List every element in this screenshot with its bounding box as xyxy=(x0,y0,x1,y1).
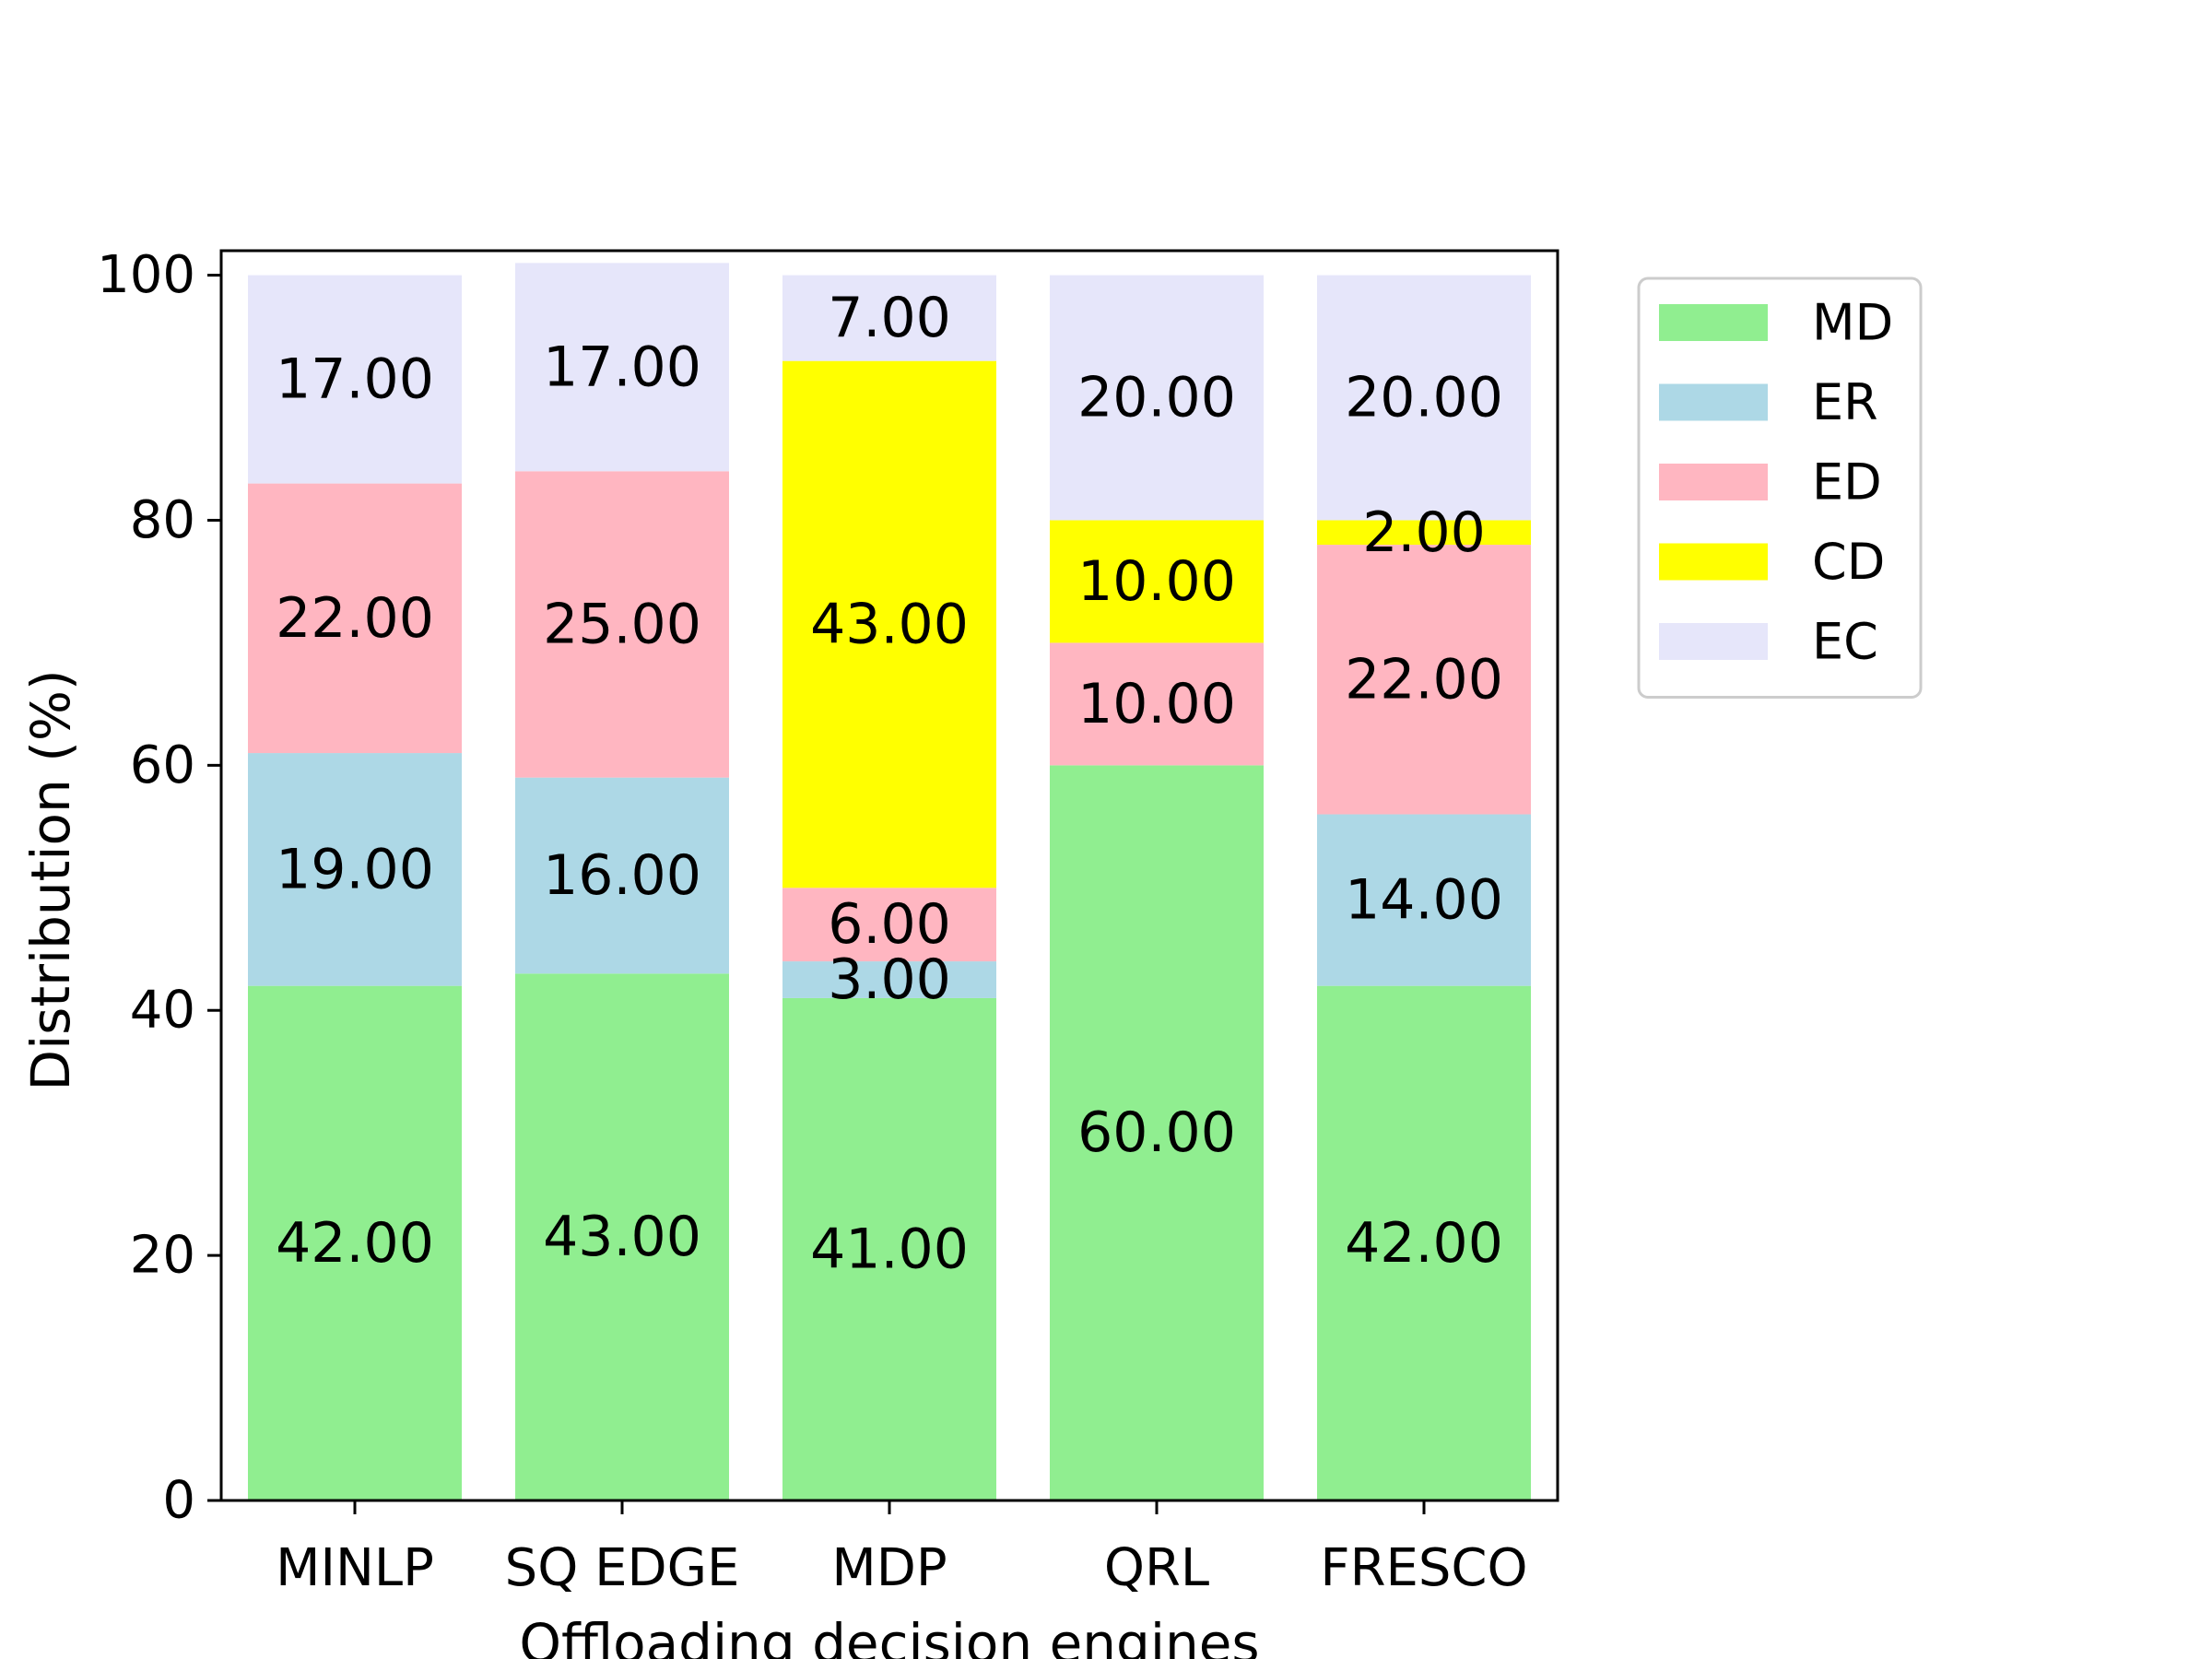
data-label: 2.00 xyxy=(1362,500,1486,565)
data-label: 20.00 xyxy=(1345,366,1503,430)
y-axis: 0 20 40 60 80 100 xyxy=(97,245,221,1531)
legend-label-cd: CD xyxy=(1812,533,1885,591)
legend: MD ER ED CD EC xyxy=(1637,276,1923,699)
y-tick-label: 40 xyxy=(130,981,195,1041)
bar-cd-fresco xyxy=(1317,520,1531,546)
legend-frame xyxy=(1637,276,1923,699)
data-label: 17.00 xyxy=(276,347,434,412)
bar-md-sq-edge xyxy=(515,973,729,1500)
legend-swatch-md xyxy=(1659,304,1768,341)
data-label: 17.00 xyxy=(543,335,701,399)
legend-swatch-ec xyxy=(1659,623,1768,660)
bar-md-mdp xyxy=(782,997,996,1500)
bar-ec-mdp xyxy=(782,275,996,361)
data-label: 3.00 xyxy=(828,947,951,1012)
legend-swatch-cd xyxy=(1659,543,1768,581)
bar-ed-sq-edge xyxy=(515,471,729,778)
bar-er-fresco xyxy=(1317,814,1531,986)
bar-ed-fresco xyxy=(1317,545,1531,815)
legend-label-ec: EC xyxy=(1812,613,1878,671)
data-label: 42.00 xyxy=(1345,1211,1503,1276)
bar-ec-qrl xyxy=(1050,275,1264,521)
bar-er-sq-edge xyxy=(515,777,729,974)
bar-ec-minlp xyxy=(248,275,462,484)
bars-layer xyxy=(248,263,1531,1500)
data-label: 42.00 xyxy=(276,1211,434,1276)
legend-label-md: MD xyxy=(1812,294,1893,352)
data-label: 25.00 xyxy=(543,592,701,656)
data-label: 22.00 xyxy=(1345,647,1503,712)
x-tick-label: FRESCO xyxy=(1320,1538,1527,1598)
x-tick-label: SQ EDGE xyxy=(505,1538,740,1598)
data-label: 6.00 xyxy=(828,892,951,957)
bar-ec-sq-edge xyxy=(515,263,729,472)
bar-ec-fresco xyxy=(1317,275,1531,521)
data-label: 19.00 xyxy=(276,837,434,901)
bar-er-minlp xyxy=(248,753,462,986)
y-tick-label: 100 xyxy=(97,245,195,305)
y-tick-label: 20 xyxy=(130,1226,195,1286)
bar-ed-mdp xyxy=(782,888,996,962)
x-axis-title: Offloading decision engines xyxy=(519,1612,1259,1659)
data-label: 16.00 xyxy=(543,843,701,908)
data-label: 43.00 xyxy=(543,1205,701,1269)
y-tick-label: 60 xyxy=(130,735,195,795)
legend-label-ed: ED xyxy=(1812,453,1882,512)
data-label: 20.00 xyxy=(1077,366,1236,430)
data-label: 14.00 xyxy=(1345,868,1503,933)
x-tick-label: QRL xyxy=(1104,1538,1209,1598)
legend-swatch-ed xyxy=(1659,464,1768,500)
data-label: 10.00 xyxy=(1077,549,1236,614)
bar-labels-layer: 42.00 19.00 22.00 17.00 43.00 16.00 25.00 17.00… xyxy=(276,286,1503,1281)
data-label: 10.00 xyxy=(1077,672,1236,736)
data-label: 22.00 xyxy=(276,586,434,651)
x-tick-label: MINLP xyxy=(276,1538,434,1598)
bar-md-qrl xyxy=(1050,765,1264,1500)
data-label: 60.00 xyxy=(1077,1100,1236,1165)
y-axis-title: Distribution (%) xyxy=(19,669,82,1090)
x-axis: MINLP SQ EDGE MDP QRL FRESCO xyxy=(276,1500,1528,1598)
data-label: 43.00 xyxy=(810,592,969,656)
bar-cd-qrl xyxy=(1050,520,1264,643)
y-tick-label: 80 xyxy=(130,490,195,550)
bar-md-fresco xyxy=(1317,985,1531,1500)
y-tick-label: 0 xyxy=(162,1471,195,1531)
legend-swatch-er xyxy=(1659,383,1768,421)
bar-cd-mdp xyxy=(782,360,996,888)
data-label: 7.00 xyxy=(828,286,951,350)
legend-label-er: ER xyxy=(1812,373,1878,431)
x-tick-label: MDP xyxy=(831,1538,947,1598)
bar-ed-qrl xyxy=(1050,642,1264,766)
bar-ed-minlp xyxy=(248,483,462,754)
bar-er-mdp xyxy=(782,961,996,998)
bar-md-minlp xyxy=(248,985,462,1500)
data-label: 41.00 xyxy=(810,1217,969,1281)
